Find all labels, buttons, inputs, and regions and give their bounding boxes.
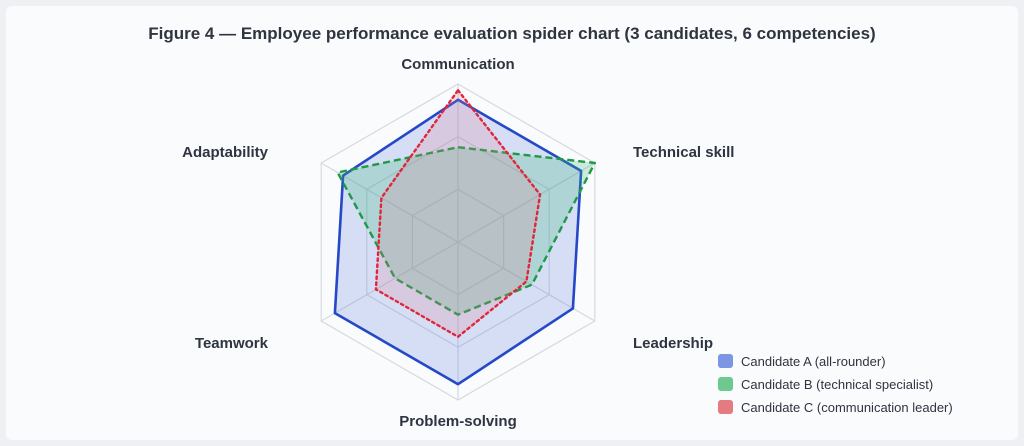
legend-swatch-1 (718, 377, 733, 391)
chart-card (6, 6, 1018, 440)
axis-label-problem-solving: Problem-solving (399, 413, 517, 430)
legend-label-1: Candidate B (technical specialist) (741, 377, 933, 392)
series-polygon-2 (374, 89, 542, 338)
axis-label-communication: Communication (401, 56, 514, 73)
series-polygon-0 (333, 98, 583, 386)
axis-label-leadership: Leadership (633, 335, 713, 352)
legend-label-2: Candidate C (communication leader) (741, 400, 953, 415)
series-polygon-1 (336, 145, 596, 316)
axis-labels: Communication Technical skill Leadership Pr… (182, 56, 734, 430)
legend-swatch-0 (718, 354, 733, 368)
legend: Candidate A (all-rounder) Candidate B (te… (718, 354, 953, 415)
chart-title: Figure 4 — Employee performance evaluati… (148, 24, 875, 43)
axis-label-teamwork: Teamwork (195, 335, 269, 352)
radar-series-group (333, 89, 596, 386)
axis-spoke-1 (457, 162, 596, 243)
axis-label-adaptability: Adaptability (182, 144, 268, 161)
axis-label-technical-skill: Technical skill (633, 144, 734, 161)
legend-swatch-2 (718, 400, 733, 414)
axis-spoke-4 (320, 241, 459, 322)
legend-label-0: Candidate A (all-rounder) (741, 354, 886, 369)
